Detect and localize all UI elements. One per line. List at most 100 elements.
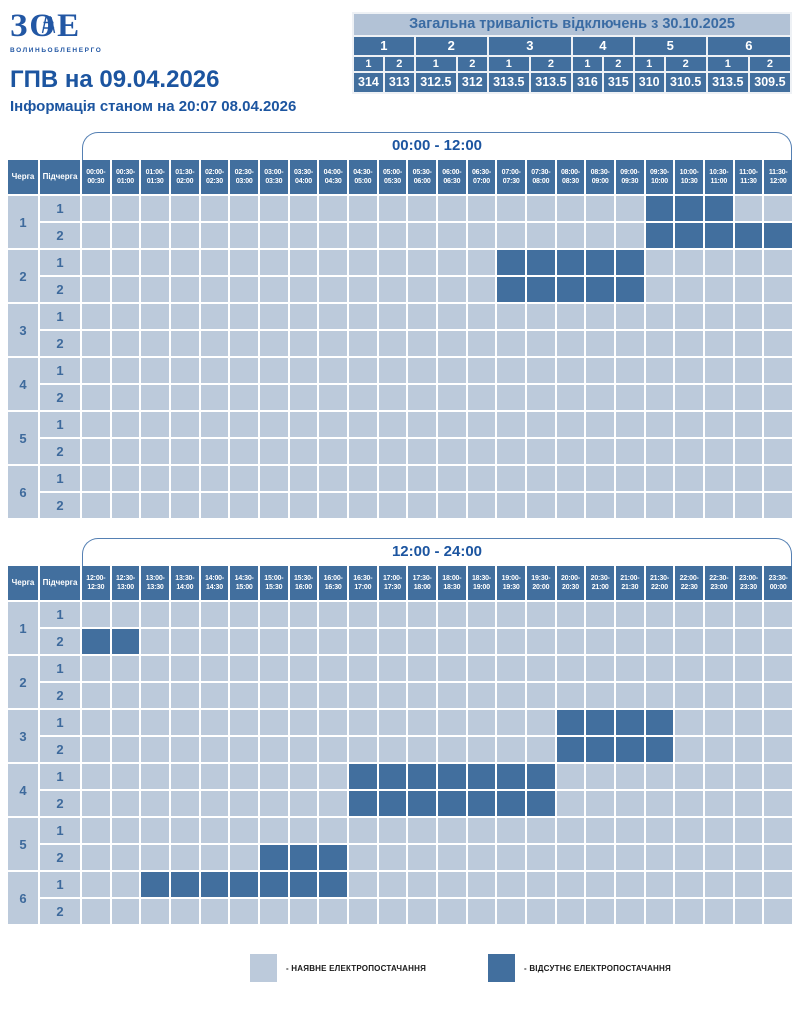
power-cell: [437, 656, 466, 681]
power-cell: [437, 845, 466, 870]
power-cell: [764, 196, 792, 221]
power-cell: [259, 629, 288, 654]
power-cell: [408, 899, 436, 924]
power-cell: [378, 196, 407, 221]
power-cell: [556, 872, 585, 897]
power-cell: [111, 845, 140, 870]
power-cell: [497, 818, 525, 843]
power-cell: [675, 629, 703, 654]
outage-cell: [675, 223, 703, 248]
power-cell: [348, 250, 377, 275]
power-cell: [348, 466, 377, 491]
power-cell: [259, 656, 288, 681]
schedule-table-evening: 12:00 - 24:00 Черга Підчерга 12:00- 12:30 12…: [8, 538, 792, 924]
power-cell: [319, 764, 347, 789]
power-cell: [378, 629, 407, 654]
summary-subqueue-header: 2: [603, 57, 633, 71]
power-cell: [467, 656, 496, 681]
power-cell: [319, 412, 347, 437]
power-cell: [437, 737, 466, 762]
subqueue-label: 1: [40, 872, 80, 897]
power-cell: [200, 412, 229, 437]
power-cell: [141, 899, 169, 924]
time-slot-header: 08:30- 09:00: [586, 160, 614, 194]
power-cell: [497, 845, 525, 870]
subqueue-label: 1: [40, 250, 80, 275]
power-cell: [526, 899, 555, 924]
power-cell: [319, 737, 347, 762]
power-cell: [437, 277, 466, 302]
time-slot-header: 02:30- 03:00: [230, 160, 258, 194]
power-cell: [230, 764, 258, 789]
power-cell: [141, 683, 169, 708]
power-cell: [675, 412, 703, 437]
outage-cell: [497, 277, 525, 302]
power-cell: [675, 737, 703, 762]
power-cell: [82, 872, 110, 897]
power-cell: [675, 791, 703, 816]
power-cell: [645, 683, 674, 708]
subqueue-label: 1: [40, 764, 80, 789]
time-slot-header: 10:30- 11:00: [704, 160, 733, 194]
power-cell: [734, 466, 763, 491]
power-cell: [141, 358, 169, 383]
power-cell: [111, 358, 140, 383]
power-cell: [408, 250, 436, 275]
time-slot-header: 17:30- 18:00: [408, 566, 436, 600]
power-cell: [141, 385, 169, 410]
summary-subqueue-header: 2: [530, 57, 571, 71]
power-cell: [141, 304, 169, 329]
queue-label: 2: [8, 656, 38, 708]
power-cell: [704, 764, 733, 789]
time-slot-header: 15:30- 16:00: [289, 566, 318, 600]
power-cell: [111, 602, 140, 627]
power-cell: [82, 683, 110, 708]
power-cell: [200, 764, 229, 789]
power-cell: [734, 196, 763, 221]
power-cell: [348, 656, 377, 681]
legend: - НАЯВНЕ ЕЛЕКТРОПОСТАЧАННЯ - ВІДСУТНЄ ЕЛ…: [250, 954, 792, 982]
power-cell: [556, 412, 585, 437]
power-cell: [259, 439, 288, 464]
power-cell: [408, 845, 436, 870]
power-cell: [348, 683, 377, 708]
power-cell: [615, 845, 644, 870]
power-cell: [526, 710, 555, 735]
subqueue-label: 2: [40, 683, 80, 708]
power-cell: [497, 358, 525, 383]
power-cell: [289, 358, 318, 383]
subqueue-label: 1: [40, 466, 80, 491]
power-cell: [348, 331, 377, 356]
power-cell: [408, 385, 436, 410]
time-slot-header: 17:00- 17:30: [378, 566, 407, 600]
power-cell: [378, 358, 407, 383]
outage-cell: [378, 791, 407, 816]
power-cell: [497, 223, 525, 248]
power-cell: [645, 818, 674, 843]
power-cell: [615, 493, 644, 518]
logo-caption: ВОЛИНЬОБЛЕНЕРГО: [10, 47, 103, 54]
summary-subqueue-header: 1: [354, 57, 383, 71]
power-cell: [82, 737, 110, 762]
outage-cell: [111, 629, 140, 654]
power-cell: [615, 602, 644, 627]
legend-label-available: - НАЯВНЕ ЕЛЕКТРОПОСТАЧАННЯ: [286, 963, 427, 973]
power-cell: [289, 710, 318, 735]
power-cell: [467, 899, 496, 924]
subqueue-label: 1: [40, 710, 80, 735]
power-cell: [675, 899, 703, 924]
absent-swatch-icon: [488, 954, 516, 982]
power-cell: [408, 737, 436, 762]
power-cell: [615, 764, 644, 789]
power-cell: [82, 845, 110, 870]
outage-cell: [467, 791, 496, 816]
power-cell: [497, 196, 525, 221]
power-cell: [111, 791, 140, 816]
power-cell: [141, 602, 169, 627]
time-slot-header: 09:00- 09:30: [615, 160, 644, 194]
power-cell: [556, 683, 585, 708]
power-cell: [348, 277, 377, 302]
power-cell: [82, 223, 110, 248]
power-cell: [378, 683, 407, 708]
power-cell: [348, 899, 377, 924]
